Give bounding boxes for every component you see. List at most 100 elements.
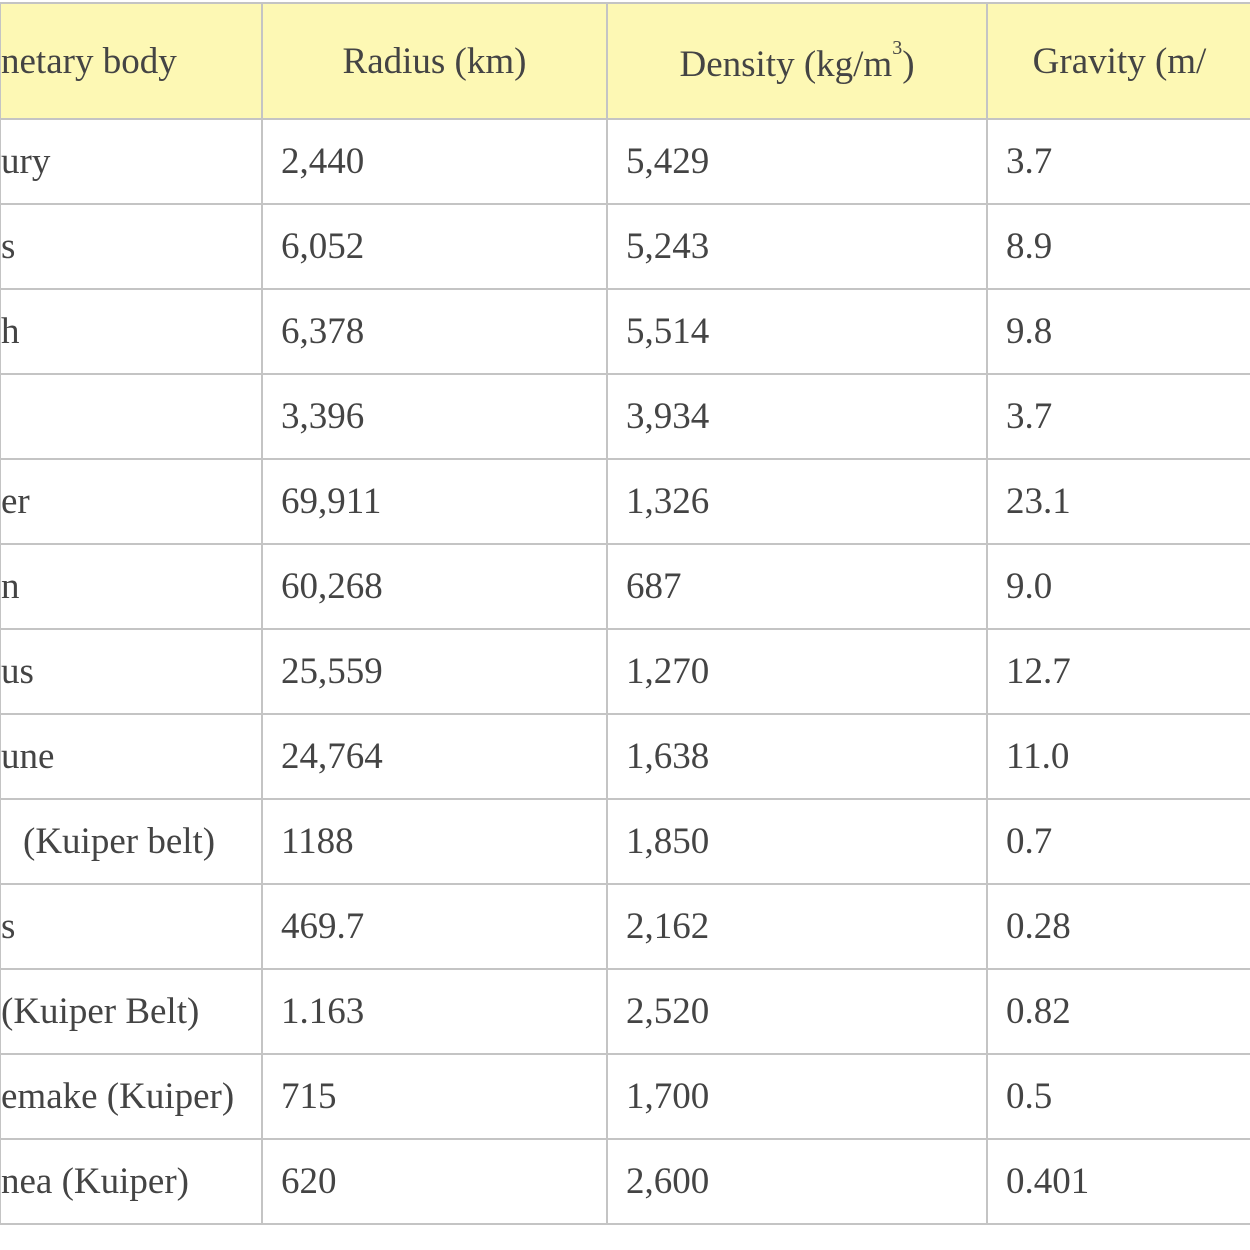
- cell-text: 1,270: [626, 651, 710, 692]
- table-row: us 25,559 1,270 12.7: [0, 628, 1250, 715]
- table-cell: 23.1: [986, 458, 1250, 545]
- table-row: er 69,911 1,326 23.1: [0, 458, 1250, 545]
- cell-text: 687: [626, 566, 682, 607]
- cell-text: 2,162: [626, 906, 710, 947]
- cell-text: 3.7: [1006, 396, 1053, 437]
- cell-text: 1,850: [626, 821, 710, 862]
- table-cell: 5,429: [606, 118, 988, 205]
- table-cell: 687: [606, 543, 988, 630]
- table-cell: 2,520: [606, 968, 988, 1055]
- table-cell: 2,600: [606, 1138, 988, 1225]
- cell-text: 3,396: [281, 396, 365, 437]
- table-cell: nea (Kuiper): [0, 1138, 263, 1225]
- cell-text: 620: [281, 1161, 337, 1202]
- cell-text: nea (Kuiper): [1, 1161, 189, 1202]
- cell-text: 469.7: [281, 906, 365, 947]
- table-cell: 5,243: [606, 203, 988, 290]
- cell-text: 2,600: [626, 1161, 710, 1202]
- cell-text: 12.7: [1006, 651, 1071, 692]
- table-cell: 1,850: [606, 798, 988, 885]
- table-cell: 2,440: [261, 118, 608, 205]
- table-cell: 9.0: [986, 543, 1250, 630]
- cell-text: n: [1, 566, 20, 607]
- cell-text: 9.0: [1006, 566, 1053, 607]
- cell-text: 5,429: [626, 141, 710, 182]
- cell-text: 1,638: [626, 736, 710, 777]
- cell-text: 715: [281, 1076, 337, 1117]
- table-cell: 3.7: [986, 118, 1250, 205]
- table-cell: us: [0, 628, 263, 715]
- table-cell: (Kuiper belt): [0, 798, 263, 885]
- cell-text: 0.5: [1006, 1076, 1053, 1117]
- cell-text: emake (Kuiper): [1, 1076, 235, 1117]
- cell-text: 0.82: [1006, 991, 1071, 1032]
- table-cell: 5,514: [606, 288, 988, 375]
- cell-text: 1,326: [626, 481, 710, 522]
- header-cell: Density (kg/m3): [606, 2, 988, 120]
- cell-text: 0.7: [1006, 821, 1053, 862]
- table-cell: emake (Kuiper): [0, 1053, 263, 1140]
- table-cell: 6,378: [261, 288, 608, 375]
- table-cell: 620: [261, 1138, 608, 1225]
- table-cell: 0.28: [986, 883, 1250, 970]
- table-cell: s: [0, 883, 263, 970]
- table-row: h 6,378 5,514 9.8: [0, 288, 1250, 375]
- header-text: ): [902, 43, 915, 85]
- table-cell: n: [0, 543, 263, 630]
- table-row: s 469.7 2,162 0.28: [0, 883, 1250, 970]
- cell-text: 0.28: [1006, 906, 1071, 947]
- table-cell: er: [0, 458, 263, 545]
- table-cell: 9.8: [986, 288, 1250, 375]
- table-row: emake (Kuiper) 715 1,700 0.5: [0, 1053, 1250, 1140]
- table-cell: 25,559: [261, 628, 608, 715]
- table-cell: 1,638: [606, 713, 988, 800]
- table-cell: 1,700: [606, 1053, 988, 1140]
- table-row: (Kuiper belt) 1188 1,850 0.7: [0, 798, 1250, 885]
- cell-text: 9.8: [1006, 311, 1053, 352]
- table-cell: 6,052: [261, 203, 608, 290]
- table-cell: (Kuiper Belt): [0, 968, 263, 1055]
- table-cell: 24,764: [261, 713, 608, 800]
- header-text: Radius (km): [342, 40, 527, 82]
- header-cell: Gravity (m/: [986, 2, 1250, 120]
- table-cell: 1,270: [606, 628, 988, 715]
- table-cell: s: [0, 203, 263, 290]
- cell-text: 1,700: [626, 1076, 710, 1117]
- planet-table: netary body Radius (km) Density (kg/m3) Gra…: [0, 2, 1250, 1225]
- cell-text: 24,764: [281, 736, 383, 777]
- table-cell: 11.0: [986, 713, 1250, 800]
- table-cell: 1188: [261, 798, 608, 885]
- cell-text: s: [1, 226, 16, 267]
- cell-text: s: [1, 906, 16, 947]
- table-cell: h: [0, 288, 263, 375]
- table-row: (Kuiper Belt) 1.163 2,520 0.82: [0, 968, 1250, 1055]
- cell-text: ury: [1, 141, 51, 182]
- cell-text: 5,243: [626, 226, 710, 267]
- header-cell: netary body: [0, 2, 263, 120]
- cell-text: 0.401: [1006, 1161, 1090, 1202]
- table-cell: 3,396: [261, 373, 608, 460]
- table-cell: 0.5: [986, 1053, 1250, 1140]
- table-row: 3,396 3,934 3.7: [0, 373, 1250, 460]
- table-cell: 0.401: [986, 1138, 1250, 1225]
- superscript: 3: [892, 36, 903, 59]
- table-cell: [0, 373, 263, 460]
- cell-text: 3.7: [1006, 141, 1053, 182]
- table-cell: 3,934: [606, 373, 988, 460]
- header-text: Density (kg/m: [679, 43, 893, 85]
- table-cell: 1,326: [606, 458, 988, 545]
- cell-text: 60,268: [281, 566, 383, 607]
- table-row: une 24,764 1,638 11.0: [0, 713, 1250, 800]
- table-cell: 3.7: [986, 373, 1250, 460]
- cell-text: 2,440: [281, 141, 365, 182]
- cell-text: 23.1: [1006, 481, 1071, 522]
- cell-text: 6,052: [281, 226, 365, 267]
- header-cell: Radius (km): [261, 2, 608, 120]
- cell-text: 3,934: [626, 396, 710, 437]
- cell-text: 1188: [281, 821, 354, 862]
- table-cell: ury: [0, 118, 263, 205]
- table-cell: 2,162: [606, 883, 988, 970]
- cell-text: 8.9: [1006, 226, 1053, 267]
- table-cell: 0.7: [986, 798, 1250, 885]
